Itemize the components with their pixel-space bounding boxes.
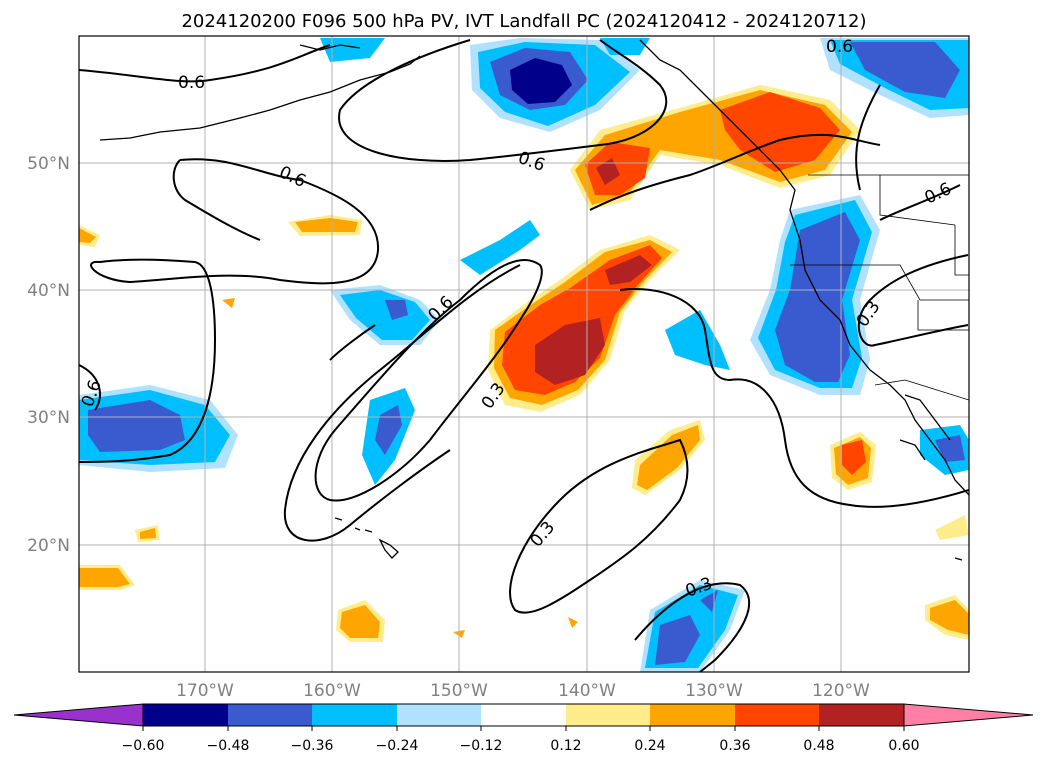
colorbar-segment [819,704,904,726]
lat-label: 30°N [27,408,70,428]
colorbar-tick-label: −0.36 [291,738,334,754]
colorbar-segment [228,704,312,726]
colorbar-tick-label: −0.24 [376,738,419,754]
colorbar-extend-left [13,703,144,727]
map-gridlines [79,36,969,672]
colorbar-tick-label: −0.48 [207,738,250,754]
colorbar-tick-label: 0.48 [803,738,834,754]
lat-label: 40°N [27,281,70,301]
longitude-labels: 170°W 160°W 150°W 140°W 130°W 120°W [176,681,870,701]
lat-label: 20°N [27,536,70,556]
colorbar-ticks [142,726,905,731]
lon-label: 130°W [685,681,743,701]
colorbar-tick-label: 0.60 [888,738,919,754]
colorbar-segment [481,704,566,726]
contour-label: 0.6 [826,37,853,57]
colorbar-tick-label: 0.24 [634,738,665,754]
figure-title: 2024120200 F096 500 hPa PV, IVT Landfall… [181,11,866,32]
colorbar-segment [143,704,228,726]
lon-label: 120°W [812,681,870,701]
plot-frame [78,35,970,673]
latitude-labels: 50°N 40°N 30°N 20°N [27,154,70,556]
colorbar-tick-label: −0.12 [460,738,503,754]
colorbar: −0.60 −0.48 −0.36 −0.24 −0.12 0.12 0.24 … [13,703,1034,754]
colorbar-extend-right [903,703,1034,727]
colorbar-segment [650,704,735,726]
pv-negative-anomalies [79,38,969,672]
contour-label: 0.6 [178,73,205,93]
lon-label: 170°W [176,681,234,701]
lon-label: 160°W [303,681,361,701]
lon-label: 140°W [558,681,616,701]
borders [790,174,969,401]
colorbar-segment [735,704,819,726]
colorbar-tick-label: −0.60 [122,738,165,754]
colorbar-segment [566,704,650,726]
pv-contours [79,39,969,672]
colorbar-tick-label: 0.36 [719,738,750,754]
lat-label: 50°N [27,154,70,174]
lon-label: 150°W [430,681,488,701]
colorbar-segment [312,704,397,726]
colorbar-tick-label: 0.12 [550,738,581,754]
colorbar-segment [397,704,481,726]
map-plot-area [79,36,969,672]
